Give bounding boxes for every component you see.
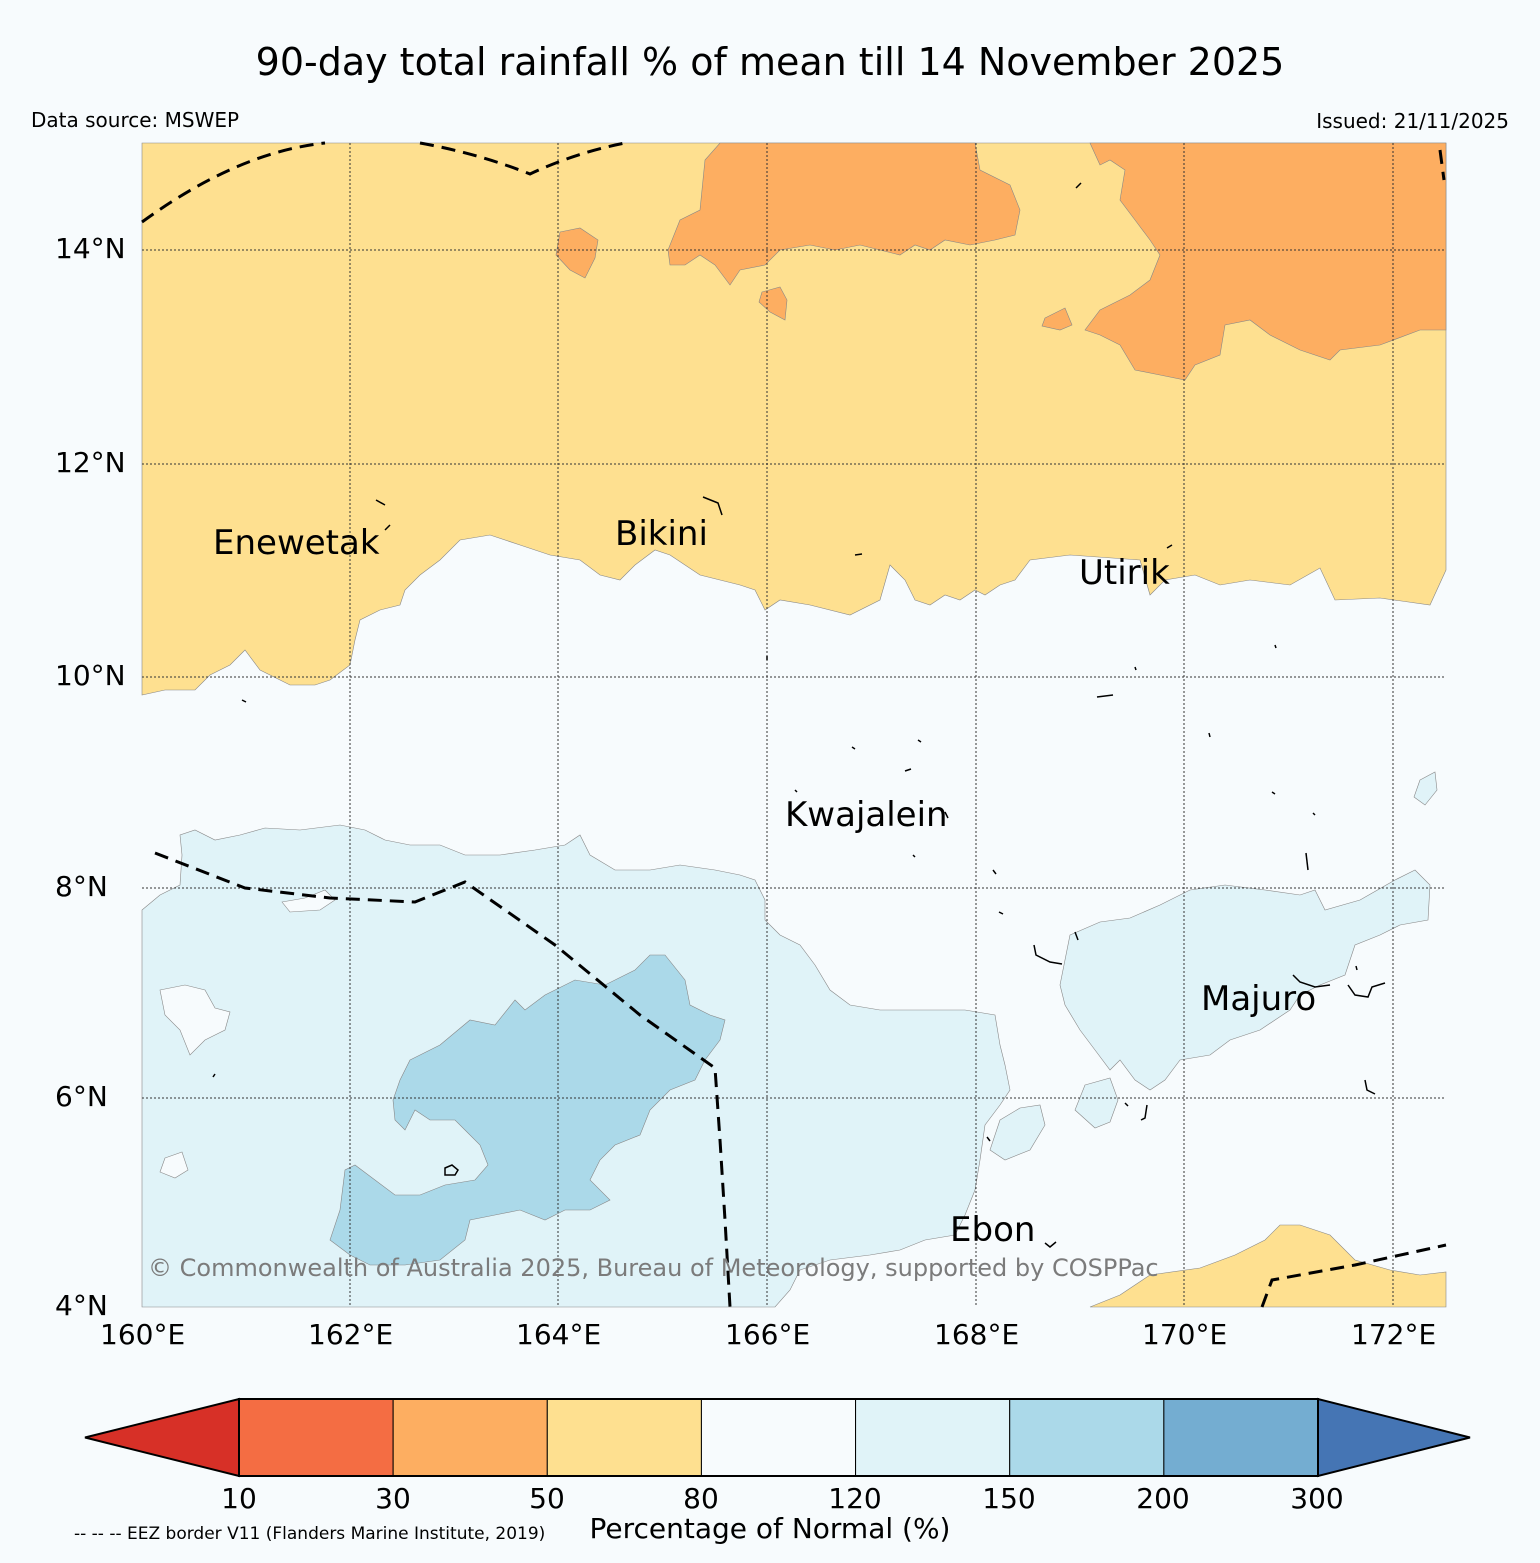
region-30-50-b [1084,142,1447,381]
lon-tick: 172°E [1351,1318,1437,1351]
graticule [142,143,1446,1307]
lat-tick: 12°N [55,446,126,479]
colorbar-tick: 50 [529,1482,565,1515]
region-30-50-c [555,227,599,279]
lat-tick: 14°N [55,232,126,265]
atoll-outlines [212,182,1386,1248]
region-120-150-small-a [1074,1077,1119,1129]
region-30-50-d [758,286,788,321]
lon-tick: 168°E [934,1318,1020,1351]
lat-tick: 8°N [55,870,108,903]
colorbar-extend-high [1317,1397,1471,1478]
colorbar-segment [392,1398,548,1477]
eez-legend-note: -- -- -- EEZ border V11 (Flanders Marine… [74,1524,546,1544]
colorbar-tick: 10 [221,1482,257,1515]
lon-tick: 160°E [100,1318,186,1351]
colorbar-frame [238,1398,1319,1477]
region-50-80-south [1089,1224,1447,1308]
lon-tick: 164°E [516,1318,602,1351]
colorbar-segment [1163,1398,1319,1477]
lon-tick: 166°E [725,1318,811,1351]
colorbar-segment [546,1398,702,1477]
lat-tick: 4°N [55,1289,108,1322]
colorbar-tick: 30 [375,1482,411,1515]
place-label-kwajalein: Kwajalein [785,795,948,835]
region-150-200 [329,954,726,1266]
colorbar-tick: 120 [828,1482,882,1515]
lat-tick: 10°N [55,659,126,692]
region-80-120-hole-b [159,1151,189,1179]
colorbar-tick: 200 [1136,1482,1190,1515]
region-120-150-east [1059,869,1431,1091]
data-source-label: Data source: MSWEP [31,108,240,132]
colorbar-label: Percentage of Normal (%) [589,1512,951,1545]
colorbar-segment [855,1398,1011,1477]
region-80-120-hole-c [281,889,336,913]
copyright-notice: © Commonwealth of Australia 2025, Bureau… [148,1254,1159,1282]
issued-date-label: Issued: 21/11/2025 [1316,109,1509,133]
colorbar-segment [700,1398,857,1477]
colorbar-tick: 300 [1290,1482,1344,1515]
region-30-50-e [1041,307,1073,331]
region-80-120-hole-a [159,984,231,1056]
lon-tick: 162°E [308,1318,394,1351]
colorbar-tick: 150 [982,1482,1036,1515]
colorbar-segment [238,1398,394,1477]
region-120-150-small-c [1413,771,1438,806]
place-label-ebon: Ebon [950,1210,1036,1250]
colorbar-extend-low [84,1397,240,1478]
place-label-bikini: Bikini [615,514,708,554]
lat-tick: 6°N [55,1080,108,1113]
eez-border [141,141,1447,1308]
place-label-majuro: Majuro [1201,979,1317,1019]
chart-title: 90-day total rainfall % of mean till 14 … [255,40,1285,84]
place-label-utirik: Utirik [1079,553,1170,593]
region-50-80-north [141,142,1447,696]
lon-tick: 170°E [1142,1318,1228,1351]
colorbar-segment [1009,1398,1165,1477]
place-label-enewetak: Enewetak [213,523,380,563]
colorbar-tick: 80 [683,1482,719,1515]
region-120-150-small-b [989,1104,1046,1161]
